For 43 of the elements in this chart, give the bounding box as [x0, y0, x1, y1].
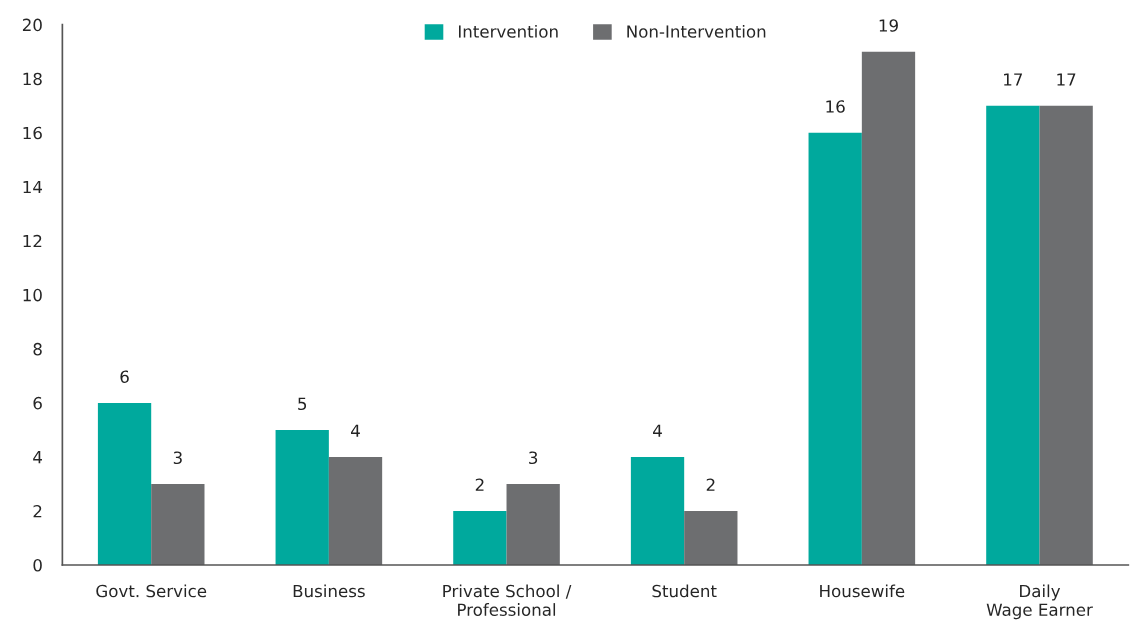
bar [151, 483, 205, 566]
legend-label: Intervention [458, 24, 558, 38]
x-tick-label: Govt. Service [96, 584, 207, 598]
x-tick-label: Private School / Professional [443, 584, 572, 617]
bar [275, 429, 329, 566]
bar [97, 402, 152, 566]
data-label: 4 [351, 424, 360, 437]
y-tick-label: 18 [23, 72, 42, 86]
data-label: 3 [529, 451, 538, 465]
data-label: 6 [120, 370, 129, 383]
x-tick-label: Daily Wage Earner [986, 584, 1093, 620]
y-tick-label: 14 [23, 180, 42, 194]
x-tick-label: Student [652, 584, 717, 598]
y-tick-label: 4 [33, 451, 42, 464]
y-tick-label: 2 [33, 504, 42, 518]
y-tick-label: 8 [33, 342, 42, 356]
y-tick-label: 12 [23, 234, 42, 248]
data-label: 19 [879, 19, 898, 32]
bar [328, 456, 383, 566]
data-label: 4 [653, 424, 662, 437]
y-tick-label: 0 [33, 558, 42, 572]
bar [630, 456, 685, 566]
bar [453, 510, 507, 566]
legend-label: Non-Intervention [627, 24, 766, 38]
data-label: 17 [1004, 73, 1023, 86]
data-label: 3 [173, 451, 182, 465]
bar [1039, 105, 1093, 566]
data-label: 5 [298, 397, 307, 411]
bar [986, 105, 1040, 566]
y-tick-label: 20 [22, 18, 42, 32]
bar [861, 51, 916, 566]
y-tick-label: 16 [23, 126, 42, 140]
data-label: 2 [475, 478, 484, 491]
x-tick-label: Housewife [820, 584, 905, 598]
bar [506, 483, 560, 566]
data-label: 17 [1057, 73, 1076, 86]
bar [684, 510, 738, 566]
y-tick-label: 10 [23, 288, 42, 302]
x-tick-label: Business [293, 584, 365, 598]
data-label: 16 [826, 100, 845, 113]
bar [808, 132, 862, 566]
data-label: 2 [706, 478, 715, 491]
y-tick-label: 6 [33, 396, 42, 410]
